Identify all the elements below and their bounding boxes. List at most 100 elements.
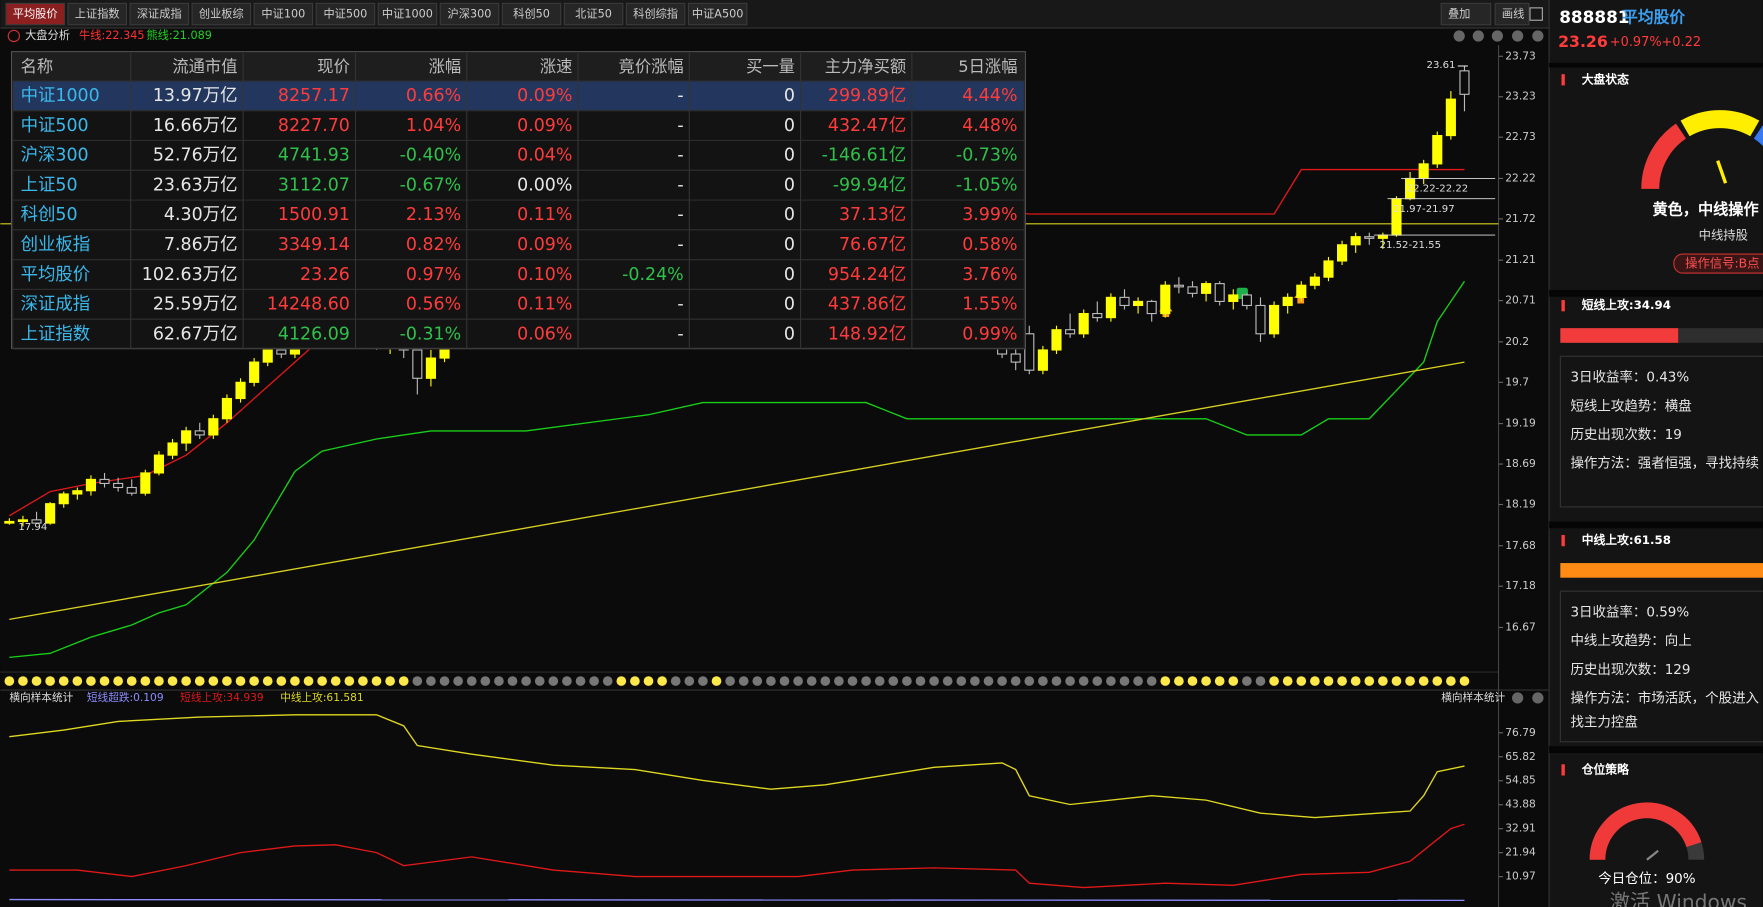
table-cell: 0	[784, 86, 795, 106]
y-tick-label: 23.23	[1505, 90, 1536, 103]
tab-label[interactable]: 中证1000	[382, 8, 433, 21]
candle-body	[249, 361, 260, 383]
state-dot	[942, 676, 953, 686]
candle-body	[58, 493, 69, 505]
tab[interactable]	[315, 2, 376, 26]
section-marker	[1561, 534, 1565, 547]
column-header: 主力净买额	[825, 57, 906, 76]
table-cell: 16.66万亿	[153, 116, 238, 136]
tab-label[interactable]: 科创综指	[633, 7, 678, 21]
state-dot	[657, 676, 667, 686]
section-title: 中线上攻:61.58	[1582, 533, 1671, 547]
candle-body	[1459, 70, 1470, 95]
table-cell: 432.47亿	[828, 116, 906, 136]
y-tick-label: 18.19	[1505, 497, 1536, 510]
tab[interactable]	[253, 2, 314, 26]
state-dot	[847, 676, 858, 686]
tab[interactable]	[501, 2, 562, 26]
tab-label[interactable]: 中证500	[323, 8, 367, 21]
table-cell: 0.97%	[406, 265, 461, 285]
icon[interactable]	[1491, 30, 1504, 42]
table-cell: -	[677, 205, 683, 225]
tab[interactable]	[563, 2, 624, 26]
toolbar-button[interactable]	[1494, 2, 1530, 26]
table-cell: 上证指数	[21, 324, 91, 344]
tab[interactable]	[377, 2, 438, 26]
table-cell: 0.00%	[517, 175, 572, 195]
state-dot	[1378, 676, 1388, 686]
candle-body	[1146, 300, 1157, 315]
tab-label[interactable]: 中证100	[261, 8, 305, 21]
state-dot	[915, 676, 926, 686]
tab[interactable]	[625, 2, 686, 26]
table-cell: -	[677, 86, 683, 106]
table-cell: 1500.91	[278, 205, 350, 225]
candle-body	[72, 490, 83, 495]
icon[interactable]	[1529, 7, 1543, 21]
info-box	[1559, 590, 1763, 743]
icon[interactable]	[1512, 692, 1524, 704]
table-cell: 0.04%	[517, 146, 572, 166]
table-row[interactable]	[12, 80, 1025, 112]
toolbar-label[interactable]: 叠加	[1448, 8, 1470, 21]
icon[interactable]	[1472, 30, 1484, 42]
toolbar-label[interactable]: 画线	[1502, 7, 1524, 21]
toolbar-button[interactable]	[1440, 2, 1492, 26]
tab[interactable]	[191, 2, 252, 26]
state-dot	[834, 676, 844, 686]
icon[interactable]	[7, 29, 21, 43]
table-cell: -	[677, 235, 683, 255]
candle-body	[1173, 284, 1184, 288]
state-dot	[1174, 676, 1184, 686]
tab[interactable]	[439, 2, 500, 26]
table-cell: 科创50	[21, 205, 78, 225]
candle-body	[1364, 236, 1375, 239]
table-cell: 0.09%	[517, 235, 572, 255]
tab-label[interactable]: 创业板综	[199, 7, 244, 21]
table-cell: -	[677, 146, 683, 166]
table-cell: 37.13亿	[839, 205, 906, 225]
indicator-line	[9, 361, 1465, 621]
icon[interactable]	[1453, 30, 1465, 42]
candle-body	[412, 349, 423, 379]
info-line: 操作方法：市场活跃，个股进入	[1570, 690, 1759, 707]
table-cell: 954.24亿	[828, 265, 906, 285]
info-line: 3日收益率：0.59%	[1570, 604, 1689, 621]
table-cell: 0.56%	[406, 295, 461, 315]
tab[interactable]	[5, 2, 65, 26]
state-dot	[439, 676, 450, 686]
tab-label[interactable]: 沪深300	[448, 7, 492, 21]
candle-body	[276, 349, 287, 355]
market-signal: 操作信号:B点	[1685, 256, 1759, 271]
tab-label[interactable]: 中证A500	[692, 8, 744, 21]
state-dot	[494, 676, 504, 686]
tab[interactable]	[67, 2, 128, 26]
y-tick-label: 19.7	[1505, 375, 1529, 388]
section-marker	[1561, 300, 1565, 312]
state-dot	[235, 676, 246, 686]
tab-label[interactable]: 科创50	[513, 7, 550, 21]
table-cell: 0.09%	[517, 116, 572, 136]
tab-label[interactable]: 上证指数	[75, 7, 120, 21]
table-cell: 1.04%	[406, 116, 461, 136]
tab[interactable]	[687, 2, 748, 26]
state-dot	[58, 676, 69, 686]
table-row[interactable]	[12, 318, 1025, 350]
chart-title: 大盘分析	[25, 28, 70, 42]
tab[interactable]	[129, 2, 190, 26]
y-tick-label: 32.91	[1505, 822, 1536, 835]
state-dot	[426, 676, 436, 686]
candle-body	[425, 357, 436, 379]
icon[interactable]	[1532, 692, 1544, 704]
tab-label[interactable]: 平均股价	[13, 8, 58, 21]
state-dot	[385, 676, 395, 686]
state-dot	[1133, 676, 1143, 686]
icon[interactable]	[1532, 30, 1544, 42]
tab-label[interactable]: 北证50	[575, 8, 612, 21]
candle-body	[1309, 276, 1320, 286]
state-dot	[766, 676, 776, 686]
icon[interactable]	[1512, 30, 1524, 42]
tab-label[interactable]: 深证成指	[137, 7, 182, 21]
signal-box	[1673, 253, 1763, 274]
table-cell: 0	[784, 116, 795, 136]
